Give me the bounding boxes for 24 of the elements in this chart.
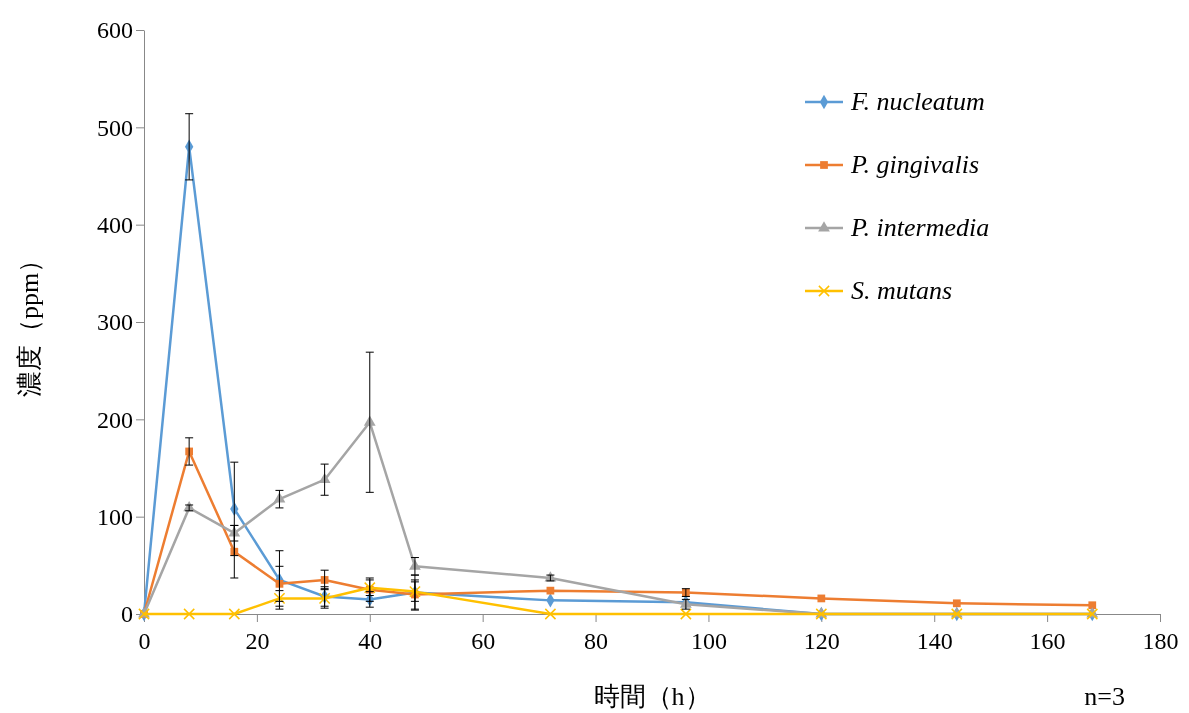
y-tick-label: 500: [97, 114, 133, 141]
x-tick-label: 20: [245, 628, 270, 654]
x-tick-label: 0: [138, 628, 151, 654]
y-tick-label: 300: [97, 309, 133, 336]
x-tick-label: 40: [358, 628, 383, 654]
text: n=3: [1084, 682, 1125, 711]
x-tick-label: 140: [916, 628, 953, 654]
x-tick-label: 180: [1142, 628, 1179, 654]
y-tick-label: 100: [97, 503, 133, 530]
legend-label: F. nucleatum: [850, 87, 985, 116]
y-tick-label: 400: [97, 211, 133, 238]
y-axis-title: 濃度（ppm）: [15, 246, 44, 398]
x-tick-label: 80: [584, 628, 609, 654]
y-tick-label: 200: [97, 406, 133, 433]
x-axis-title: 時間（h）: [593, 682, 711, 711]
legend-label: S. mutans: [851, 276, 953, 305]
x-tick-label: 60: [471, 628, 496, 654]
x-tick-label: 120: [803, 628, 840, 654]
x-tick-label: 100: [690, 628, 727, 654]
legend-label: P. gingivalis: [850, 150, 980, 179]
x-tick-label: 160: [1029, 628, 1066, 654]
y-tick-label: 0: [121, 601, 133, 628]
legend-label: P. intermedia: [850, 213, 990, 242]
y-tick-label: 600: [97, 17, 133, 44]
